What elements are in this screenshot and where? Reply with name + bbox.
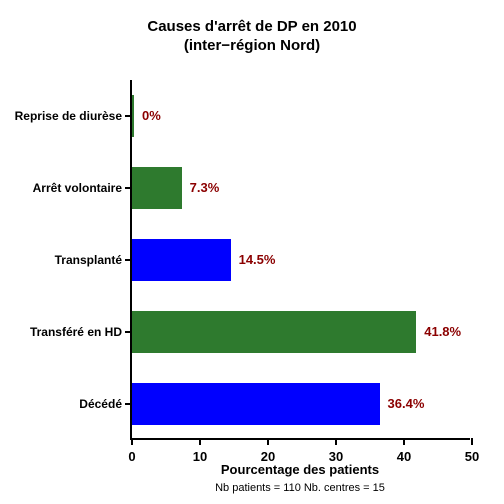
category-label: Transplanté — [55, 253, 122, 267]
bar-value-label: 14.5% — [239, 252, 276, 267]
x-axis-label: Pourcentage des patients — [130, 462, 470, 477]
bar — [132, 311, 416, 353]
category-label: Décédé — [79, 397, 122, 411]
bar-value-label: 0% — [142, 108, 161, 123]
x-axis-tick — [335, 438, 337, 445]
y-axis-tick — [125, 403, 132, 405]
chart-title: Causes d'arrêt de DP en 2010 (inter−régi… — [0, 18, 504, 56]
category-label: Arrêt volontaire — [33, 181, 122, 195]
y-axis-tick — [125, 115, 132, 117]
x-axis-tick — [267, 438, 269, 445]
bar — [132, 383, 380, 425]
bar-value-label: 7.3% — [190, 180, 220, 195]
x-axis-tick — [131, 438, 133, 445]
bar — [132, 239, 231, 281]
bar — [132, 95, 134, 137]
y-axis-tick — [125, 259, 132, 261]
bar-value-label: 36.4% — [388, 396, 425, 411]
chart-footer: Nb patients = 110 Nb. centres = 15 — [130, 482, 470, 494]
chart-title-line1: Causes d'arrêt de DP en 2010 — [0, 18, 504, 37]
y-axis-tick — [125, 187, 132, 189]
category-label: Transféré en HD — [30, 325, 122, 339]
x-axis-tick — [199, 438, 201, 445]
y-axis-tick — [125, 331, 132, 333]
x-axis-tick — [471, 438, 473, 445]
chart-title-line2: (inter−région Nord) — [0, 37, 504, 56]
x-axis-tick — [403, 438, 405, 445]
bar — [132, 167, 182, 209]
plot-area: 0%7.3%14.5%41.8%36.4%01020304050 — [130, 80, 470, 440]
bar-value-label: 41.8% — [424, 324, 461, 339]
category-label: Reprise de diurèse — [15, 109, 122, 123]
